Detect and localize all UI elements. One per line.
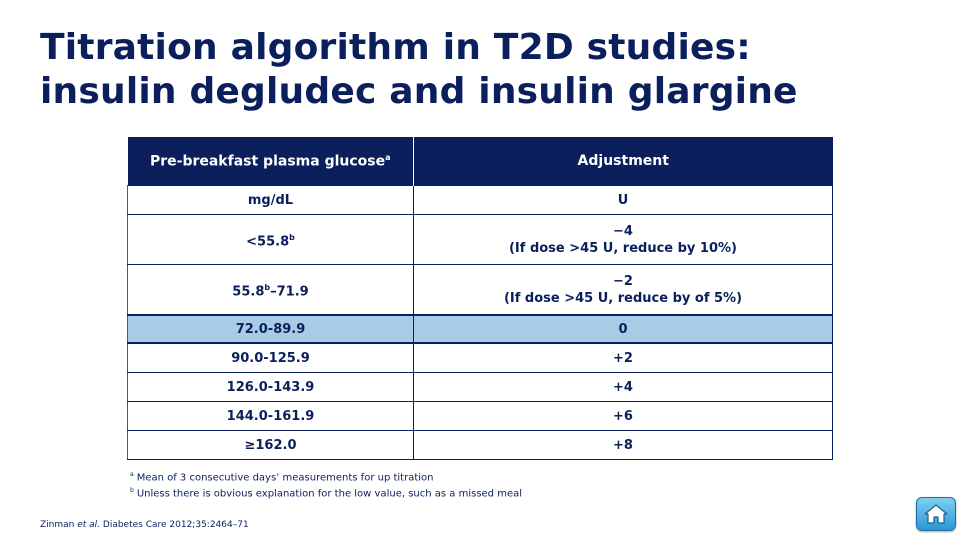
home-icon <box>924 504 948 524</box>
slide-title: Titration algorithm in T2D studies: insu… <box>40 26 920 114</box>
adjustment-note: (If dose >45 U, reduce by 10%) <box>508 240 737 256</box>
footnote-marker: b <box>264 282 271 292</box>
footnote-b: b Unless there is obvious explanation for… <box>130 487 523 500</box>
units-row: mg/dL U <box>127 185 833 215</box>
glucose-range: 90.0-125.9 <box>127 342 414 373</box>
glucose-range: <55.8b <box>127 214 414 265</box>
adjustment-value: +6 <box>413 401 833 431</box>
adjustment-value: 0 <box>413 314 833 344</box>
footnote-marker: a <box>385 152 391 162</box>
slide-title-line-1: Titration algorithm in T2D studies: <box>40 27 751 68</box>
slide-title-line-2: insulin degludec and insulin glargine <box>40 71 798 112</box>
table-row: 90.0-125.9 +2 <box>127 342 833 373</box>
adjustment-note: (If dose >45 U, reduce by of 5%) <box>503 290 743 306</box>
home-button[interactable] <box>916 497 956 531</box>
adjustment-value: +8 <box>413 430 833 460</box>
glucose-range: ≥162.0 <box>127 430 414 460</box>
glucose-range: 72.0-89.9 <box>127 314 414 344</box>
footnotes: a Mean of 3 consecutive days’ measurement… <box>130 468 730 501</box>
header-glucose: Pre-breakfast plasma glucosea <box>127 137 414 186</box>
header-adjustment: Adjustment <box>413 137 833 186</box>
footnote-marker: b <box>289 232 295 242</box>
adjustment-value: +2 <box>413 342 833 373</box>
unit-glucose: mg/dL <box>127 185 414 215</box>
table-header-row: Pre-breakfast plasma glucosea Adjustment <box>127 137 833 186</box>
table-row: 126.0-143.9 +4 <box>127 372 833 402</box>
unit-adjustment: U <box>413 185 833 215</box>
adjustment-value: +4 <box>413 372 833 402</box>
titration-table: Pre-breakfast plasma glucosea Adjustment… <box>127 137 833 460</box>
reference-citation: Zinman et al. Diabetes Care 2012;35:2464… <box>40 520 249 530</box>
adjustment-value: −4 (If dose >45 U, reduce by 10%) <box>413 214 833 265</box>
glucose-range: 55.8b–71.9 <box>127 264 414 316</box>
table-row-highlighted: 72.0-89.9 0 <box>127 314 833 344</box>
glucose-range: 144.0-161.9 <box>127 401 414 431</box>
adjustment-value: −2 (If dose >45 U, reduce by of 5%) <box>413 264 833 316</box>
table-row: <55.8b −4 (If dose >45 U, reduce by 10%) <box>127 214 833 265</box>
footnote-a: a Mean of 3 consecutive days’ measurement… <box>130 471 434 484</box>
table-row: ≥162.0 +8 <box>127 430 833 460</box>
table-row: 55.8b–71.9 −2 (If dose >45 U, reduce by … <box>127 264 833 316</box>
glucose-range: 126.0-143.9 <box>127 372 414 402</box>
table-row: 144.0-161.9 +6 <box>127 401 833 431</box>
